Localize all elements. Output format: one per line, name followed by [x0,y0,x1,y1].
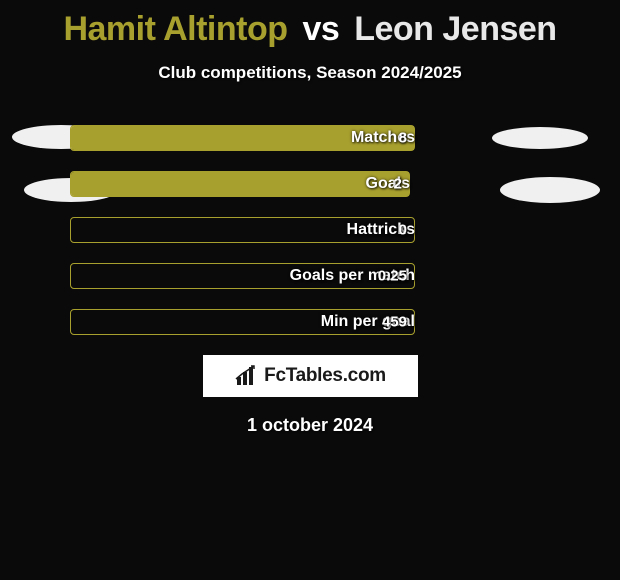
stat-value: 8 [399,130,407,147]
player2-name: Leon Jensen [354,10,556,48]
stat-row: Hattricks0 [70,217,550,243]
comparison-title: Hamit Altintop vs Leon Jensen [0,0,620,49]
stat-value: 0 [399,222,407,239]
stat-label: Hattricks [70,221,415,239]
date-text: 1 october 2024 [0,415,620,436]
stat-value: 459 [382,314,407,331]
stat-row: Goals per match0.25 [70,263,550,289]
player1-name: Hamit Altintop [63,10,287,48]
subtitle: Club competitions, Season 2024/2025 [0,63,620,83]
stat-label: Matches [70,129,415,147]
stats-chart: Matches8Goals2Hattricks0Goals per match0… [70,125,550,335]
stat-value: 0.25 [378,268,407,285]
stat-label: Min per goal [70,313,415,331]
logo-text: FcTables.com [264,365,386,387]
stat-value: 2 [394,176,402,193]
bar-chart-icon [234,365,260,387]
vs-text: vs [302,10,339,48]
stat-label: Goals [70,175,410,193]
stat-row: Goals2 [70,171,550,197]
fctables-logo: FcTables.com [203,355,418,397]
stat-label: Goals per match [70,267,415,285]
stat-row: Min per goal459 [70,309,550,335]
stat-row: Matches8 [70,125,550,151]
